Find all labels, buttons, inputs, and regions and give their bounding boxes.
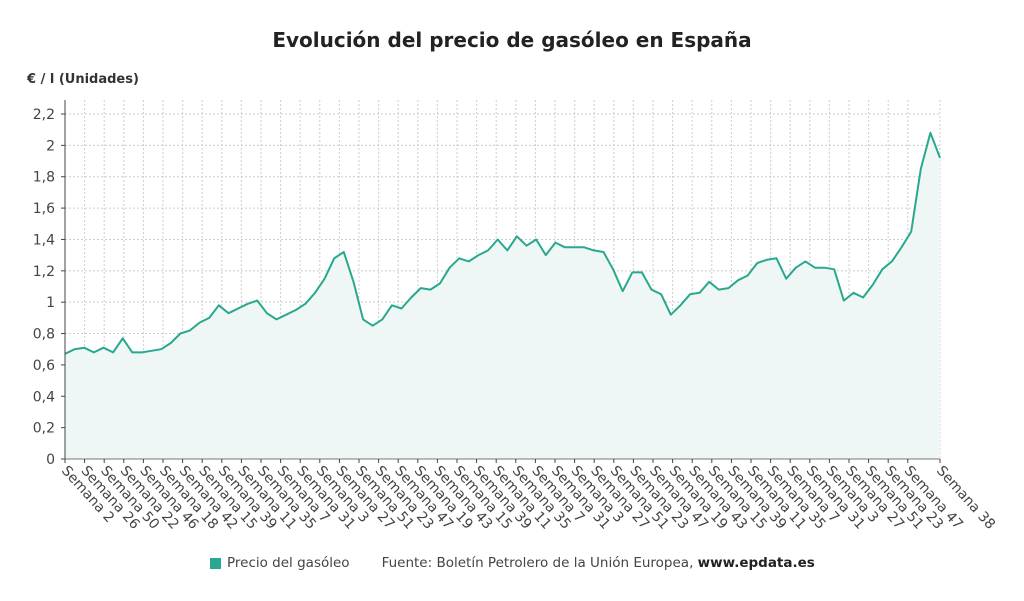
y-tick-label: 1,8: [33, 170, 55, 186]
y-tick-label: 0,4: [33, 389, 55, 405]
y-tick-label: 1: [46, 295, 55, 311]
y-tick-label: 0,2: [33, 421, 55, 437]
series-line: [64, 131, 941, 355]
y-tick-label: 0: [46, 452, 55, 468]
legend-label: Precio del gasóleo: [227, 555, 350, 571]
y-tick-label: 1,2: [33, 264, 55, 280]
legend-swatch: [210, 557, 221, 569]
y-tick-label: 2,2: [33, 107, 55, 123]
series-area: [65, 132, 940, 460]
y-tick-label: 1,4: [33, 232, 55, 248]
source-link[interactable]: www.epdata.es: [697, 555, 815, 571]
y-tick-label: 1,6: [33, 201, 55, 217]
source-note: Fuente: Boletín Petrolero de la Unión Eu…: [382, 555, 815, 571]
source-text: Fuente: Boletín Petrolero de la Unión Eu…: [381, 555, 698, 571]
chart-title: Evolución del precio de gasóleo en Españ…: [272, 28, 752, 52]
y-tick-label: 0,6: [33, 358, 55, 374]
legend: Precio del gasóleo Fuente: Boletín Petro…: [210, 555, 815, 571]
y-tick-label: 2: [46, 138, 55, 154]
y-tick-label: 0,8: [33, 327, 55, 343]
y-axis-label: € / l (Unidades): [27, 72, 139, 87]
